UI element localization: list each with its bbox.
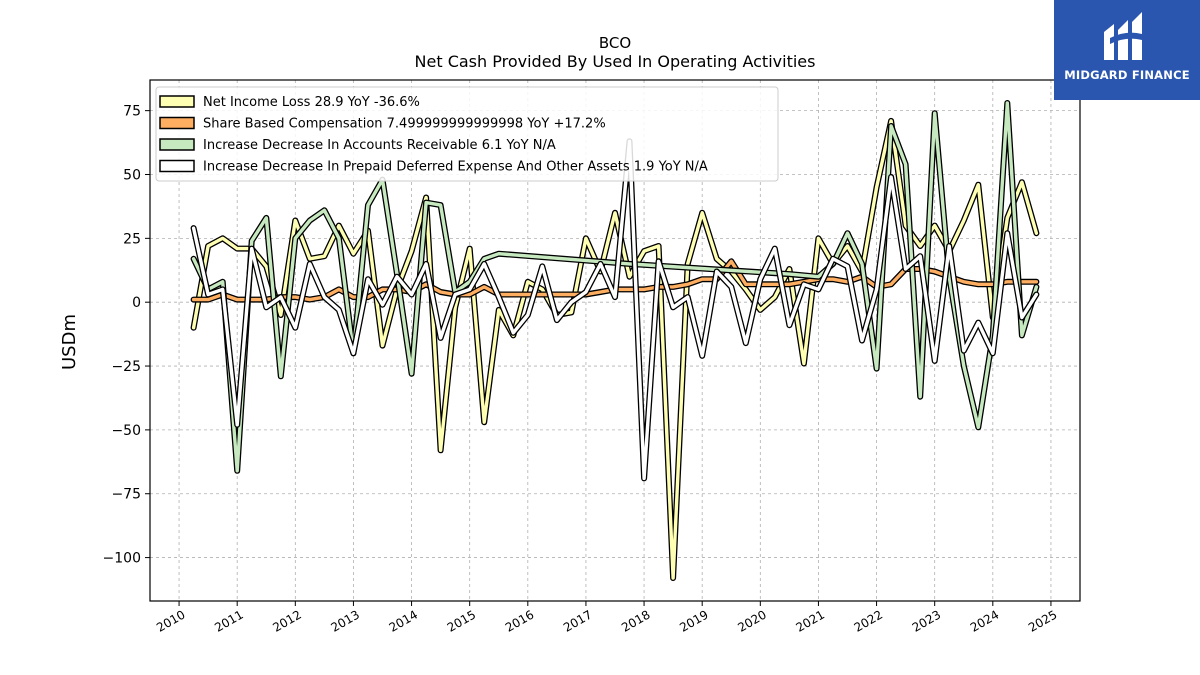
- series-0-line: [191, 119, 1039, 580]
- y-tick-label: −50: [111, 423, 141, 439]
- y-tick-label: −25: [111, 359, 141, 375]
- x-tick-label: 2024: [968, 607, 1001, 634]
- x-tick-label: 2016: [503, 607, 536, 634]
- chart-subtitle: Net Cash Provided By Used In Operating A…: [415, 52, 816, 71]
- x-tick-label: 2015: [445, 607, 478, 634]
- x-tick-label: 2017: [561, 607, 594, 634]
- legend-label: Increase Decrease In Accounts Receivable…: [203, 138, 556, 153]
- x-tick-label: 2022: [852, 607, 885, 634]
- brand-logo: MIDGARD FINANCE: [1054, 0, 1200, 100]
- plot-frame: [149, 79, 1081, 602]
- x-tick-label: 2018: [619, 607, 652, 634]
- x-tick-label: 2021: [793, 607, 826, 634]
- chart-title: BCO: [599, 34, 631, 52]
- series-lines: [190, 100, 1040, 581]
- series-3-line: [191, 139, 1039, 481]
- legend-label: Net Income Loss 28.9 YoY -36.6%: [203, 95, 420, 110]
- x-tick-label: 2019: [677, 607, 710, 634]
- legend-label: Increase Decrease In Prepaid Deferred Ex…: [203, 160, 708, 175]
- brand-name: MIDGARD FINANCE: [1064, 68, 1190, 82]
- logo-mark-icon: [1104, 12, 1142, 60]
- x-tick-label: 2010: [154, 607, 187, 634]
- legend: Net Income Loss 28.9 YoY -36.6% Share Bas…: [155, 86, 779, 182]
- legend-swatch: [159, 116, 195, 130]
- x-tick-label: 2023: [910, 607, 943, 634]
- x-tick-label: 2013: [328, 607, 361, 634]
- y-tick-label: 0: [132, 295, 141, 311]
- legend-box: [155, 86, 779, 182]
- legend-swatch: [159, 95, 195, 108]
- y-tick-label: 50: [123, 167, 141, 183]
- legend-swatch: [159, 159, 195, 173]
- y-tick-label: −100: [103, 551, 141, 567]
- x-tick-label: 2011: [212, 607, 245, 634]
- y-tick-label: 75: [123, 104, 141, 120]
- x-tick-label: 2025: [1026, 607, 1059, 634]
- y-tick-label: 25: [123, 231, 141, 247]
- legend-swatch: [159, 138, 195, 151]
- x-tick-label: 2012: [270, 607, 303, 634]
- x-tick-label: 2014: [387, 607, 420, 634]
- y-tick-label: −75: [111, 487, 141, 503]
- y-axis-label: USDm: [59, 314, 80, 370]
- x-tick-label: 2020: [735, 607, 768, 634]
- legend-label: Share Based Compensation 7.4999999999999…: [203, 117, 606, 132]
